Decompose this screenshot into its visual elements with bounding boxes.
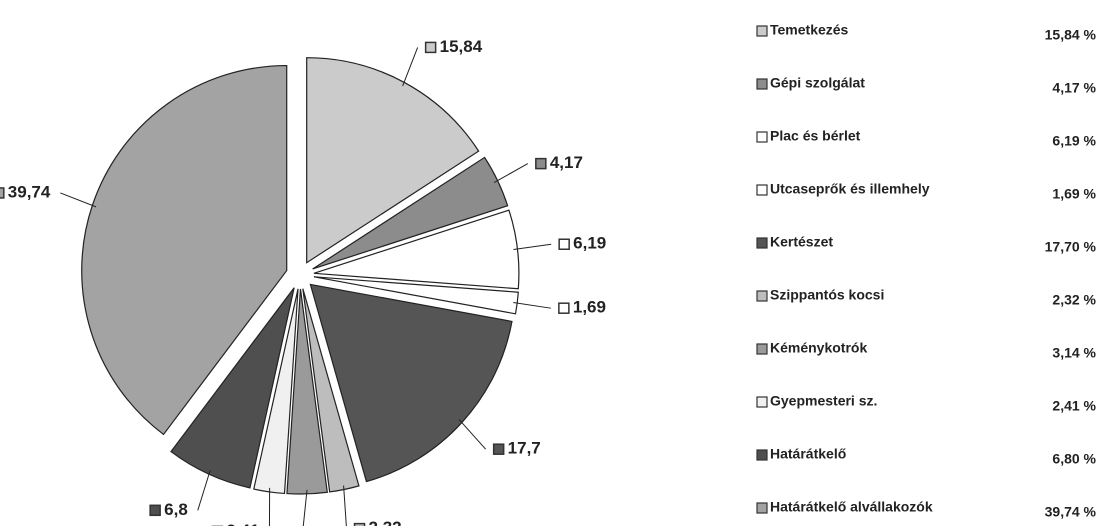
data-label: 17,7 <box>508 439 541 458</box>
legend-value: 6,19 % <box>1052 133 1096 149</box>
label-marker <box>149 504 161 517</box>
leader-line <box>402 47 419 87</box>
data-label: 4,17 <box>550 153 583 172</box>
label-marker <box>558 302 570 314</box>
label-marker <box>535 157 547 170</box>
label-marker <box>353 522 366 526</box>
leader-line <box>458 419 487 450</box>
legend-value: 2,32 % <box>1052 292 1096 308</box>
data-label: 2,41 <box>226 521 259 526</box>
legend-marker <box>756 343 768 355</box>
label-marker <box>558 238 570 250</box>
legend-value: 4,17 % <box>1052 80 1096 96</box>
leader-line <box>343 485 347 526</box>
legend-value: 3,14 % <box>1052 345 1096 361</box>
legend-value: 6,80 % <box>1052 451 1096 467</box>
legend-label: Határátkelő alvállakozók <box>770 499 933 515</box>
pie-slice <box>286 288 328 495</box>
legend-label: Szippantós kocsi <box>770 287 884 303</box>
data-label: 15,84 <box>440 37 483 56</box>
legend-marker <box>756 396 768 408</box>
legend-marker <box>756 237 768 249</box>
leader-line <box>197 470 211 511</box>
leader-line <box>513 243 552 250</box>
pie-slice <box>170 287 295 489</box>
data-label: 2,32 <box>369 518 402 526</box>
legend-marker <box>756 25 768 37</box>
legend-marker <box>756 449 768 461</box>
data-label: 6,8 <box>164 500 188 519</box>
legend-marker <box>756 78 768 90</box>
leader-line <box>493 163 529 183</box>
data-label: 6,19 <box>573 234 606 253</box>
pie-slice <box>253 288 299 495</box>
label-marker <box>0 187 5 199</box>
pie-slice <box>302 288 360 493</box>
legend-value: 2,41 % <box>1052 398 1096 414</box>
legend-value: 39,74 % <box>1045 504 1097 520</box>
legend-label: Határátkelő <box>770 446 846 462</box>
legend-value: 15,84 % <box>1045 27 1097 43</box>
legend-value: 17,70 % <box>1045 239 1097 255</box>
legend-label: Gyepmesteri sz. <box>770 393 877 409</box>
legend-marker <box>756 131 768 143</box>
legend-label: Kertészet <box>770 234 833 250</box>
data-label: 39,74 <box>8 182 51 201</box>
data-label: 1,69 <box>573 298 606 317</box>
legend-label: Utcaseprők és illemhely <box>770 181 930 197</box>
pie-slice <box>306 57 480 264</box>
data-label: 3,14 <box>324 523 358 526</box>
leader-line <box>513 302 551 309</box>
legend-label: Temetkezés <box>770 22 849 38</box>
label-marker <box>424 41 437 54</box>
legend-label: Gépi szolgálat <box>770 75 865 91</box>
label-marker <box>492 443 505 455</box>
leader-line <box>60 192 97 208</box>
legend-label: Kéménykotrók <box>770 340 867 356</box>
legend-marker <box>756 184 768 196</box>
legend-label: Plac és bérlet <box>770 128 861 144</box>
legend-marker <box>756 502 768 514</box>
legend-marker <box>756 290 768 302</box>
legend-value: 1,69 % <box>1052 186 1096 202</box>
leader-line <box>302 489 308 526</box>
